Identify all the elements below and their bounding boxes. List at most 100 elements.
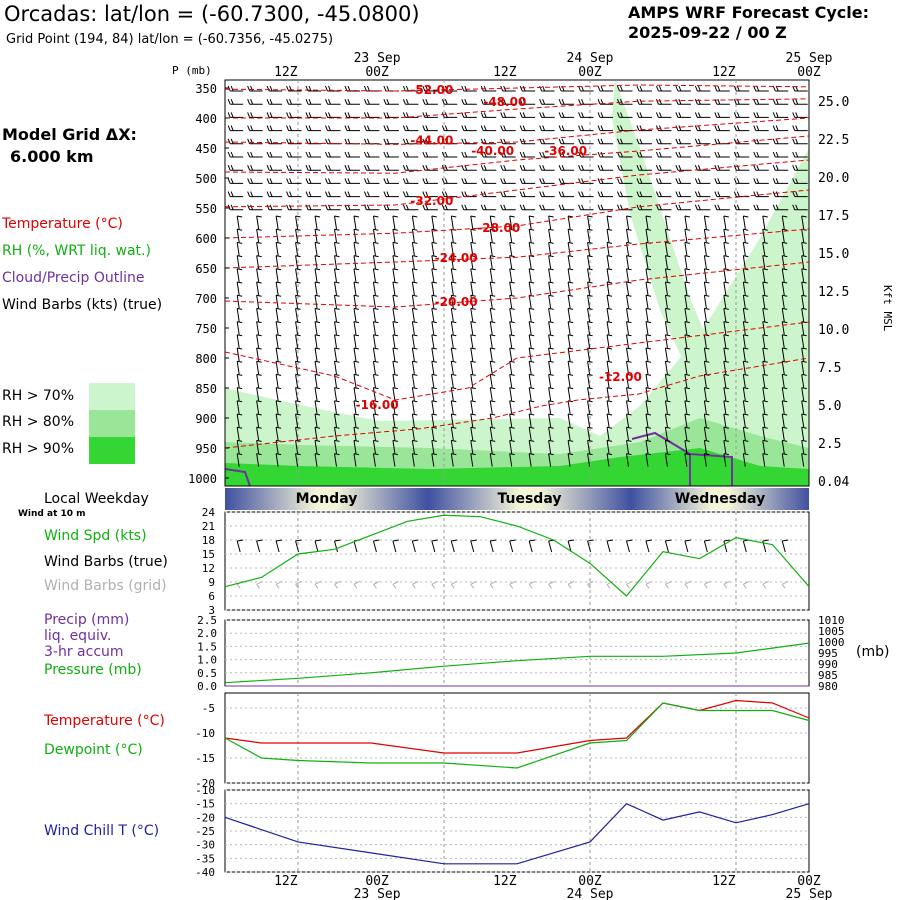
wind-barb bbox=[275, 268, 282, 282]
wind-barb bbox=[587, 453, 593, 467]
wind-barb bbox=[528, 360, 535, 375]
wind-barb bbox=[411, 413, 418, 428]
wind-barb bbox=[411, 228, 418, 243]
wind-barb bbox=[295, 268, 301, 282]
wind-barb bbox=[431, 228, 437, 243]
wind-barb bbox=[703, 281, 710, 296]
day-wednesday: Wednesday bbox=[631, 488, 809, 510]
wind-barb bbox=[392, 294, 398, 309]
surface-wind-barb bbox=[489, 539, 497, 553]
wind-barb bbox=[402, 151, 419, 158]
wind-barb bbox=[742, 321, 749, 335]
wind-barb bbox=[450, 400, 457, 414]
wind-barb bbox=[606, 281, 613, 296]
top-date-label: 25 Sep bbox=[786, 51, 833, 66]
wind-barb bbox=[753, 112, 769, 118]
wind-barb bbox=[286, 112, 302, 118]
wind-barb bbox=[450, 334, 457, 348]
wind-barb bbox=[742, 439, 749, 454]
wind-barb bbox=[626, 268, 632, 282]
wind-barb bbox=[733, 112, 750, 118]
wind-barb bbox=[528, 400, 535, 414]
wind-barb bbox=[684, 439, 690, 454]
grid-wind-barb bbox=[392, 580, 400, 589]
wind-barb bbox=[548, 294, 554, 309]
wind-barb bbox=[353, 400, 360, 414]
wind-barb bbox=[461, 85, 477, 92]
wind-barb bbox=[626, 307, 632, 322]
wind-barb bbox=[402, 191, 419, 198]
wind-barb bbox=[617, 191, 633, 198]
grid-wind-barb bbox=[295, 580, 302, 589]
wind-barb bbox=[344, 165, 360, 171]
wind-barb bbox=[489, 321, 496, 335]
wind-barb bbox=[236, 360, 243, 375]
wind-barb bbox=[723, 400, 729, 414]
wind-barb bbox=[247, 112, 263, 118]
height-tick-label: 22.5 bbox=[818, 133, 849, 148]
surface-wind-barb bbox=[626, 539, 633, 553]
wind-barb bbox=[227, 125, 244, 132]
wind-barb bbox=[626, 373, 632, 388]
pressure-unit: (mb) bbox=[856, 644, 890, 660]
wind-barb bbox=[353, 334, 360, 348]
wind-barb bbox=[461, 125, 477, 132]
wind-barb bbox=[519, 178, 536, 184]
wind-barb bbox=[645, 294, 652, 309]
surface-wind-barb bbox=[587, 539, 594, 553]
wind-barb bbox=[684, 215, 690, 230]
model-grid-label: Model Grid ΔX: 6.000 km bbox=[2, 124, 137, 168]
wind-barb bbox=[372, 215, 379, 230]
wind-barb bbox=[664, 360, 671, 375]
wind-barb bbox=[247, 85, 263, 92]
wind-barb bbox=[578, 138, 594, 145]
temperature-contour bbox=[224, 321, 810, 401]
wind-barb bbox=[606, 255, 613, 269]
wind-barb bbox=[334, 215, 340, 230]
windspeed-tick-label: 6 bbox=[208, 590, 215, 603]
wind-barb bbox=[363, 178, 380, 184]
wind-barb bbox=[548, 387, 554, 401]
wind-barb bbox=[703, 439, 710, 454]
wind-barb bbox=[558, 112, 575, 118]
wind-barb bbox=[470, 268, 476, 282]
wind-barb bbox=[606, 413, 613, 428]
wind-barb bbox=[742, 294, 749, 309]
wind-barb bbox=[742, 413, 749, 428]
wind-barb bbox=[801, 334, 807, 348]
wind-barb bbox=[597, 112, 614, 118]
wind-barb bbox=[353, 387, 360, 401]
wind-barb bbox=[247, 204, 263, 211]
wind-barb bbox=[489, 360, 496, 375]
wind-barb bbox=[645, 439, 652, 454]
wind-barb bbox=[792, 112, 808, 118]
wind-barb bbox=[567, 439, 574, 454]
wind-barb bbox=[227, 191, 244, 198]
grid-wind-barb bbox=[373, 580, 380, 589]
wind-barb bbox=[334, 400, 340, 414]
wind-barb bbox=[422, 204, 438, 211]
wind-barb bbox=[742, 307, 749, 322]
temperature-contour bbox=[224, 117, 810, 145]
temperature-label: -20.00 bbox=[435, 295, 478, 309]
wind-barb bbox=[762, 268, 768, 282]
wind-barb bbox=[519, 85, 536, 92]
wind-barb bbox=[295, 321, 301, 335]
wind-barb bbox=[402, 99, 419, 105]
legend-wind-barbs-true: Wind Barbs (true) bbox=[44, 554, 168, 570]
wind-barb bbox=[703, 241, 710, 256]
wind-barb bbox=[431, 347, 437, 362]
wind-barb bbox=[684, 347, 690, 362]
legend-wind-barbs: Wind Barbs (kts) (true) bbox=[2, 297, 163, 313]
wind-barb bbox=[645, 373, 652, 388]
wind-barb bbox=[723, 373, 729, 388]
wind-barb bbox=[567, 360, 574, 375]
precip-liq-label: liq. equiv. bbox=[44, 628, 112, 644]
wind-barb bbox=[344, 178, 360, 184]
wind-barb bbox=[256, 439, 262, 454]
wind-barb bbox=[344, 138, 360, 145]
wind-barb bbox=[733, 125, 750, 132]
wind-barb bbox=[558, 204, 575, 211]
wind-barb bbox=[441, 112, 458, 118]
wind-barb bbox=[587, 228, 593, 243]
